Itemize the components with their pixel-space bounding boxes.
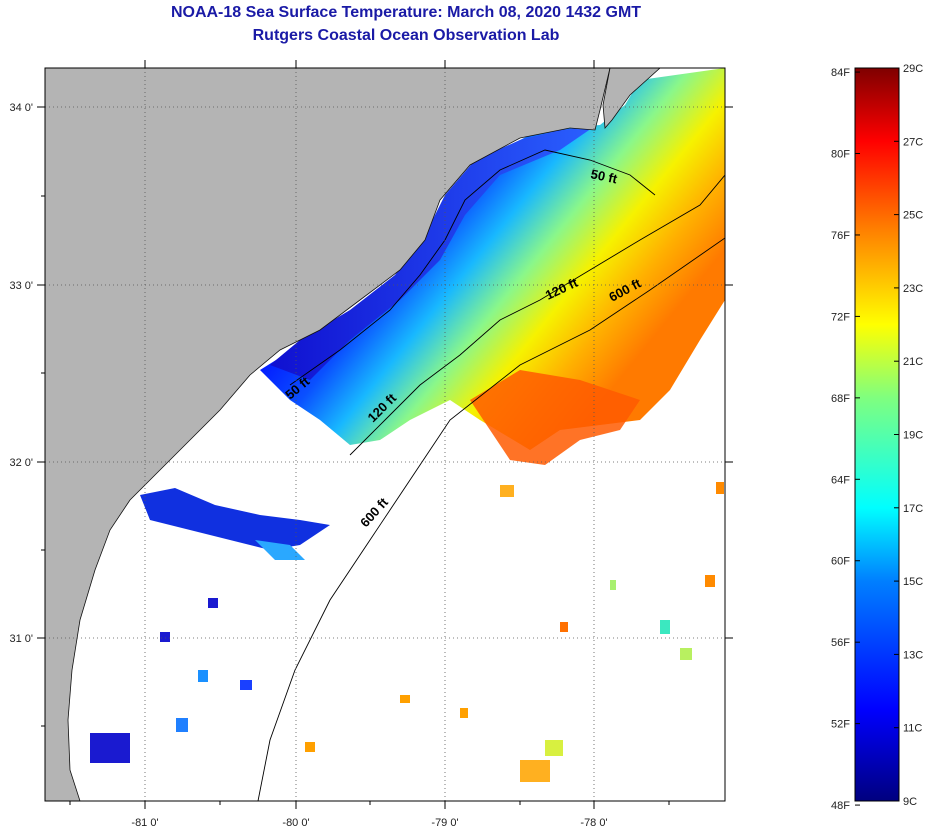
colorbar-f-label: 80F — [831, 149, 850, 161]
isobath-120ft — [349, 174, 725, 456]
colorbar-c-label: 29C — [903, 63, 923, 75]
isobath-50ft — [289, 149, 656, 386]
colorbar-f-label: 56F — [831, 637, 850, 649]
colorbar-c-label: 27C — [903, 136, 923, 148]
colorbar-c-label: 9C — [903, 796, 917, 808]
colorbar-c-label: 15C — [903, 576, 923, 588]
isobath-600ft — [257, 237, 725, 801]
colorbar-f-label: 72F — [831, 311, 850, 323]
warm-water-region — [470, 370, 640, 465]
map-subtitle: Rutgers Coastal Ocean Observation Lab — [252, 27, 560, 44]
lon-tick-label: -80 0' — [282, 817, 309, 829]
longitude-axis: -81 0' -80 0' -79 0' -78 0' — [69, 60, 670, 829]
colorbar-f-label: 48F — [831, 800, 850, 812]
lat-tick-label: 32 0' — [9, 457, 33, 469]
colorbar-f-label: 84F — [831, 67, 850, 79]
sst-field — [260, 68, 725, 450]
colorbar-f-label: 64F — [831, 474, 850, 486]
colorbar-f-label: 76F — [831, 230, 850, 242]
lat-tick-label: 31 0' — [9, 633, 33, 645]
land-mass — [45, 68, 611, 801]
isobath-lines — [257, 149, 725, 801]
colorbar-c-label: 25C — [903, 210, 923, 222]
colorbar-celsius-labels: 29C 27C 25C 23C 21C 19C 17C 15C 13C 11C 9C — [894, 63, 923, 808]
lon-tick-label: -81 0' — [131, 817, 158, 829]
colorbar-c-label: 13C — [903, 649, 923, 661]
colorbar-c-label: 21C — [903, 356, 923, 368]
colorbar-c-label: 11C — [903, 723, 922, 735]
colorbar-c-label: 17C — [903, 503, 923, 515]
map-title: NOAA-18 Sea Surface Temperature: March 0… — [170, 4, 642, 21]
cold-patch-offshore — [140, 488, 330, 550]
colorbar: 84F 80F 76F 72F 68F 64F 60F 56F 52F 48F 29C 27C 25C… — [831, 63, 923, 812]
colorbar-fahrenheit-labels: 84F 80F 76F 72F 68F 64F 60F 56F 52F 48F — [831, 67, 860, 812]
latitude-axis: 34 0' 33 0' 32 0' 31 0' — [9, 102, 733, 727]
barrier-island — [602, 68, 661, 129]
colorbar-f-label: 52F — [831, 719, 850, 731]
graticule — [45, 68, 725, 801]
colorbar-c-label: 23C — [903, 283, 923, 295]
map-area — [45, 68, 725, 801]
cold-patch-edge — [255, 540, 305, 560]
colorbar-f-label: 60F — [831, 556, 850, 568]
scattered-pixels — [90, 482, 724, 782]
lon-tick-label: -79 0' — [431, 817, 458, 829]
map-frame — [44, 67, 726, 802]
colorbar-gradient — [854, 67, 900, 802]
nearshore-cold-band — [270, 126, 595, 380]
colorbar-f-label: 68F — [831, 393, 850, 405]
lon-tick-label: -78 0' — [580, 817, 607, 829]
lat-tick-label: 33 0' — [9, 280, 33, 292]
colorbar-c-label: 19C — [903, 430, 923, 442]
lat-tick-label: 34 0' — [9, 102, 33, 114]
contour-label: 50 ft — [589, 166, 619, 186]
